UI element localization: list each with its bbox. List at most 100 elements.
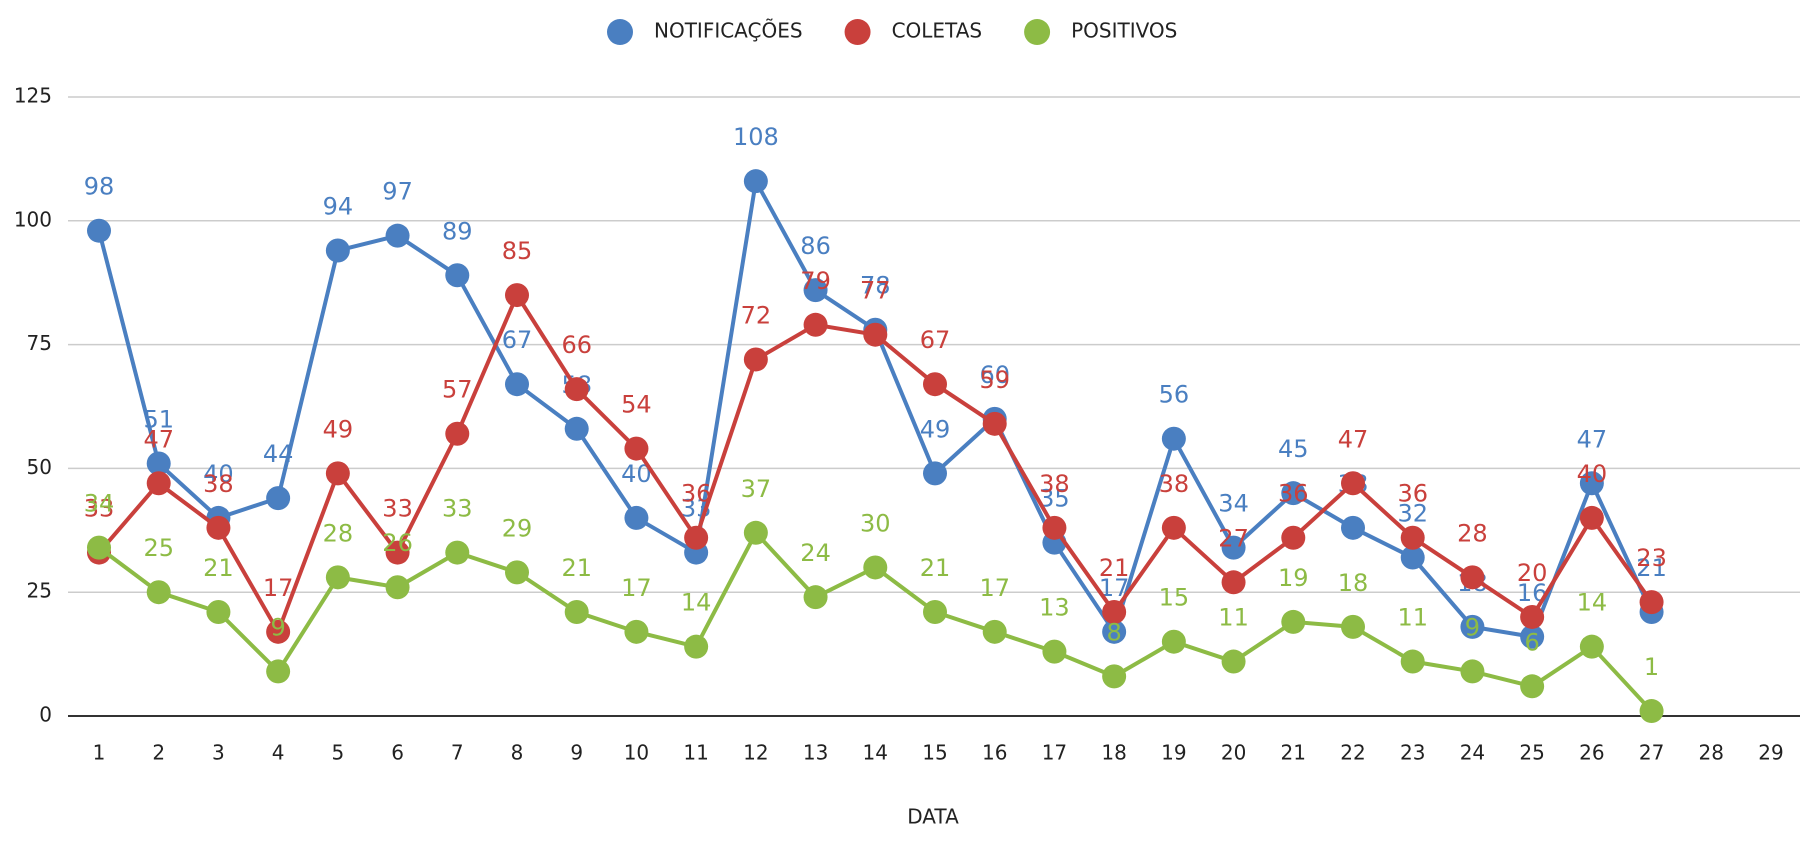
data-label: 1 xyxy=(1644,653,1659,681)
data-label: 59 xyxy=(979,366,1010,394)
data-label: 17 xyxy=(979,574,1010,602)
data-label: 21 xyxy=(1099,554,1130,582)
data-label: 94 xyxy=(323,193,354,221)
x-tick-label: 8 xyxy=(511,741,524,765)
data-label: 27 xyxy=(1218,524,1249,552)
point xyxy=(146,580,171,605)
x-tick-label: 29 xyxy=(1758,741,1783,765)
data-label: 66 xyxy=(561,331,592,359)
point xyxy=(803,312,828,337)
point xyxy=(624,619,649,644)
point xyxy=(624,505,649,530)
point xyxy=(1520,674,1545,699)
point xyxy=(87,535,111,560)
point xyxy=(624,436,649,461)
data-label: 37 xyxy=(741,475,772,503)
data-label: 85 xyxy=(502,237,533,265)
point xyxy=(1579,505,1604,530)
point xyxy=(1400,525,1425,550)
point xyxy=(1042,515,1067,540)
point xyxy=(1400,649,1425,674)
data-label: 34 xyxy=(84,490,115,518)
point xyxy=(1161,426,1186,451)
data-label: 33 xyxy=(84,495,115,523)
x-tick-label: 22 xyxy=(1340,741,1365,765)
data-label: 6 xyxy=(1525,628,1540,656)
data-label: 21 xyxy=(1636,554,1667,582)
point xyxy=(505,560,529,585)
y-tick-label: 125 xyxy=(14,84,52,108)
data-label: 67 xyxy=(920,326,951,354)
point xyxy=(1281,481,1306,506)
data-label: 13 xyxy=(1039,594,1070,622)
x-tick-label: 11 xyxy=(683,741,708,765)
point xyxy=(982,411,1007,436)
point xyxy=(923,372,947,397)
data-label: 9 xyxy=(271,613,286,641)
point xyxy=(1520,604,1545,629)
data-label: 36 xyxy=(1397,480,1428,508)
y-tick-label: 100 xyxy=(14,207,52,231)
point xyxy=(803,278,828,303)
point xyxy=(1161,515,1186,540)
data-label: 54 xyxy=(621,391,652,419)
point xyxy=(266,619,291,644)
data-label: 79 xyxy=(800,267,831,295)
point xyxy=(1639,590,1664,615)
data-label: 34 xyxy=(1218,490,1249,518)
x-tick-label: 17 xyxy=(1042,741,1067,765)
data-label: 45 xyxy=(1278,435,1309,463)
point xyxy=(863,555,888,580)
point xyxy=(445,540,470,565)
point xyxy=(266,659,291,684)
data-label: 60 xyxy=(979,361,1010,389)
point xyxy=(146,471,171,496)
point xyxy=(385,575,410,600)
legend-label: NOTIFICAÇÕES xyxy=(654,19,803,43)
point xyxy=(1042,639,1067,664)
data-label: 28 xyxy=(1457,519,1488,547)
data-label: 30 xyxy=(860,509,891,537)
point xyxy=(684,634,709,659)
data-label: 36 xyxy=(681,480,712,508)
legend-marker xyxy=(607,19,633,45)
point xyxy=(743,520,768,545)
data-label: 97 xyxy=(382,178,413,206)
x-tick-label: 26 xyxy=(1579,741,1604,765)
data-label: 11 xyxy=(1218,604,1249,632)
point xyxy=(505,372,529,397)
point xyxy=(803,585,828,610)
legend-label: COLETAS xyxy=(892,19,983,43)
data-label: 14 xyxy=(681,589,712,617)
point xyxy=(1460,614,1485,639)
point xyxy=(564,377,589,402)
point xyxy=(1102,600,1127,625)
x-tick-label: 20 xyxy=(1221,741,1246,765)
point xyxy=(564,600,589,625)
data-label: 32 xyxy=(1397,500,1428,528)
data-label: 36 xyxy=(1278,480,1309,508)
point xyxy=(1639,699,1664,724)
data-label: 67 xyxy=(502,326,533,354)
data-label: 11 xyxy=(1397,604,1428,632)
point xyxy=(325,565,350,590)
data-label: 86 xyxy=(800,232,831,260)
point xyxy=(743,169,768,194)
data-label: 72 xyxy=(741,301,772,329)
point xyxy=(1102,619,1127,644)
x-tick-label: 15 xyxy=(922,741,947,765)
data-label: 51 xyxy=(143,405,174,433)
data-label: 21 xyxy=(561,554,592,582)
legend-marker xyxy=(844,19,871,45)
data-label: 14 xyxy=(1577,589,1608,617)
data-label: 38 xyxy=(203,470,234,498)
data-label: 15 xyxy=(1159,584,1190,612)
y-tick-label: 50 xyxy=(27,455,52,479)
x-tick-label: 23 xyxy=(1400,741,1425,765)
y-tick-label: 75 xyxy=(27,331,52,355)
x-tick-label: 3 xyxy=(212,741,225,765)
data-label: 21 xyxy=(920,554,951,582)
x-tick-label: 12 xyxy=(743,741,768,765)
point xyxy=(684,525,709,550)
